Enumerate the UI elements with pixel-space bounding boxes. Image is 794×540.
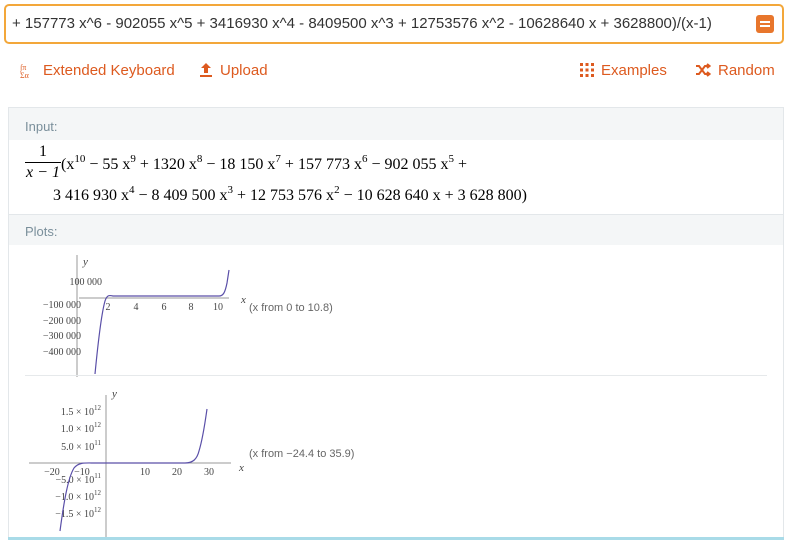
term: (x <box>61 156 75 173</box>
input-pod-content: 1 x − 1 (x10 − 55 x9 + 1320 x8 − 18 150 … <box>9 140 783 214</box>
y-tick-label: −1.0 × 1012 <box>55 489 101 503</box>
shuffle-icon <box>696 63 711 77</box>
divider <box>25 375 767 376</box>
y-tick-label: −400 000 <box>43 347 81 358</box>
plots-pod-content: 100 000 −100 000 −200 000 −300 000 −400 … <box>9 245 783 539</box>
term: 3 416 930 x <box>53 187 129 204</box>
x-tick-label: 8 <box>189 302 194 313</box>
exponent: 9 <box>130 153 136 165</box>
keyboard-math-icon: ∫π Σα <box>20 63 30 78</box>
exponent: 3 <box>227 184 234 196</box>
x-tick-label: −10 <box>74 467 90 478</box>
y-axis-label: y <box>82 256 88 268</box>
x-tick-label: 30 <box>204 467 214 478</box>
x-tick-label: 2 <box>106 302 111 313</box>
term: + <box>453 156 468 173</box>
exponent: 4 <box>129 184 135 196</box>
term: − 8 409 500 x <box>134 187 228 204</box>
y-tick-label: −1.5 × 1012 <box>55 506 101 520</box>
plot-1-range-note: (x from 0 to 10.8) <box>249 302 333 314</box>
term: − 18 150 x <box>202 156 276 173</box>
input-pod: Input: 1 x − 1 (x10 − 55 x9 + 1320 x8 − … <box>8 107 784 215</box>
extended-keyboard-button[interactable]: ∫π Σα Extended Keyboard <box>20 60 175 80</box>
grid-dots-icon <box>580 63 594 77</box>
y-tick-label: 5.0 × 1011 <box>61 439 101 453</box>
svg-text:Σα: Σα <box>20 71 30 78</box>
x-tick-label: 4 <box>134 302 139 313</box>
pod-bottom-border <box>8 537 784 540</box>
y-tick-label: −200 000 <box>43 316 81 327</box>
extended-keyboard-label: Extended Keyboard <box>43 61 175 79</box>
exponent: 2 <box>334 184 340 196</box>
random-label: Random <box>718 61 775 79</box>
exponent: 5 <box>448 153 454 165</box>
plot-2-curve <box>59 408 208 532</box>
exponent: 6 <box>361 153 368 165</box>
upload-label: Upload <box>220 61 268 79</box>
query-input[interactable]: + 157773 x^6 - 902055 x^5 + 3416930 x^4 … <box>12 15 712 32</box>
fraction-denominator: x − 1 <box>26 164 60 181</box>
plot-1: 100 000 −100 000 −200 000 −300 000 −400 … <box>43 255 246 377</box>
svg-text:∫π: ∫π <box>20 63 26 72</box>
x-tick-label: 6 <box>162 302 167 313</box>
y-tick-label: 1.5 × 1012 <box>61 404 102 418</box>
input-pod-title: Input: <box>25 119 58 134</box>
y-axis-label: y <box>111 388 117 400</box>
x-axis-label: x <box>240 294 246 306</box>
y-tick-label: 1.0 × 1012 <box>61 421 102 435</box>
x-axis-label: x <box>238 462 244 474</box>
examples-label: Examples <box>601 61 667 79</box>
y-tick-label: 100 000 <box>70 277 103 288</box>
upload-button[interactable]: Upload <box>199 60 268 80</box>
exponent: 8 <box>196 153 203 165</box>
y-tick-label: −300 000 <box>43 331 81 342</box>
plot-2: 1.5 × 1012 1.0 × 1012 5.0 × 1011 −5.0 × … <box>29 388 244 539</box>
upload-icon <box>200 63 212 77</box>
y-tick-label: −100 000 <box>43 300 81 311</box>
y-tick-label: −5.0 × 1011 <box>55 472 101 486</box>
term: + 12 753 576 x <box>233 187 335 204</box>
exponent: 10 <box>74 153 86 165</box>
x-tick-label: 10 <box>213 302 223 313</box>
query-bar[interactable]: + 157773 x^6 - 902055 x^5 + 3416930 x^4 … <box>4 4 784 44</box>
plot-2-range-note: (x from −24.4 to 35.9) <box>249 448 355 460</box>
term: − 10 628 640 x + 3 628 800) <box>339 187 527 204</box>
random-button[interactable]: Random <box>695 60 775 80</box>
plot-1-curve <box>94 269 230 375</box>
fraction: 1 x − 1 <box>25 143 61 182</box>
equals-icon[interactable] <box>756 15 774 33</box>
term: + 157 773 x <box>280 156 362 173</box>
x-tick-label: 20 <box>172 467 182 478</box>
expression-line-1: (x10 − 55 x9 + 1320 x8 − 18 150 x7 + 157… <box>61 153 467 174</box>
exponent: 7 <box>275 153 281 165</box>
term: − 55 x <box>85 156 131 173</box>
expression-line-2: 3 416 930 x4 − 8 409 500 x3 + 12 753 576… <box>53 184 527 205</box>
fraction-numerator: 1 <box>39 143 47 160</box>
plots-pod: Plots: 100 000 −100 000 −200 000 −300 00… <box>8 214 784 540</box>
term: − 902 055 x <box>367 156 449 173</box>
x-tick-label: 10 <box>140 467 150 478</box>
examples-button[interactable]: Examples <box>580 60 667 80</box>
plots-pod-title: Plots: <box>25 224 58 239</box>
term: + 1320 x <box>135 156 197 173</box>
x-tick-label: −20 <box>44 467 60 478</box>
